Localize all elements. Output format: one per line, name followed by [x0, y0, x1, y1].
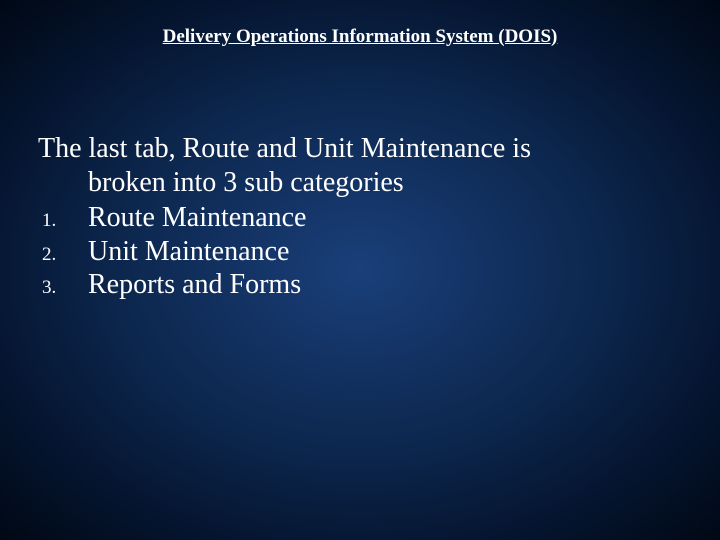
list-number: 1. — [38, 210, 88, 233]
list-text: Reports and Forms — [88, 268, 680, 302]
list-number: 2. — [38, 244, 88, 267]
intro-line-1: The last tab, Route and Unit Maintenance… — [38, 132, 680, 166]
list-item: 2. Unit Maintenance — [38, 235, 680, 269]
slide: Delivery Operations Information System (… — [0, 0, 720, 540]
list-text: Unit Maintenance — [88, 235, 680, 269]
list-item: 3. Reports and Forms — [38, 268, 680, 302]
list-number: 3. — [38, 277, 88, 300]
list-text: Route Maintenance — [88, 201, 680, 235]
intro-line-2: broken into 3 sub categories — [38, 166, 680, 200]
slide-body: The last tab, Route and Unit Maintenance… — [38, 132, 680, 302]
slide-title: Delivery Operations Information System (… — [0, 26, 720, 48]
numbered-list: 1. Route Maintenance 2. Unit Maintenance… — [38, 201, 680, 302]
list-item: 1. Route Maintenance — [38, 201, 680, 235]
